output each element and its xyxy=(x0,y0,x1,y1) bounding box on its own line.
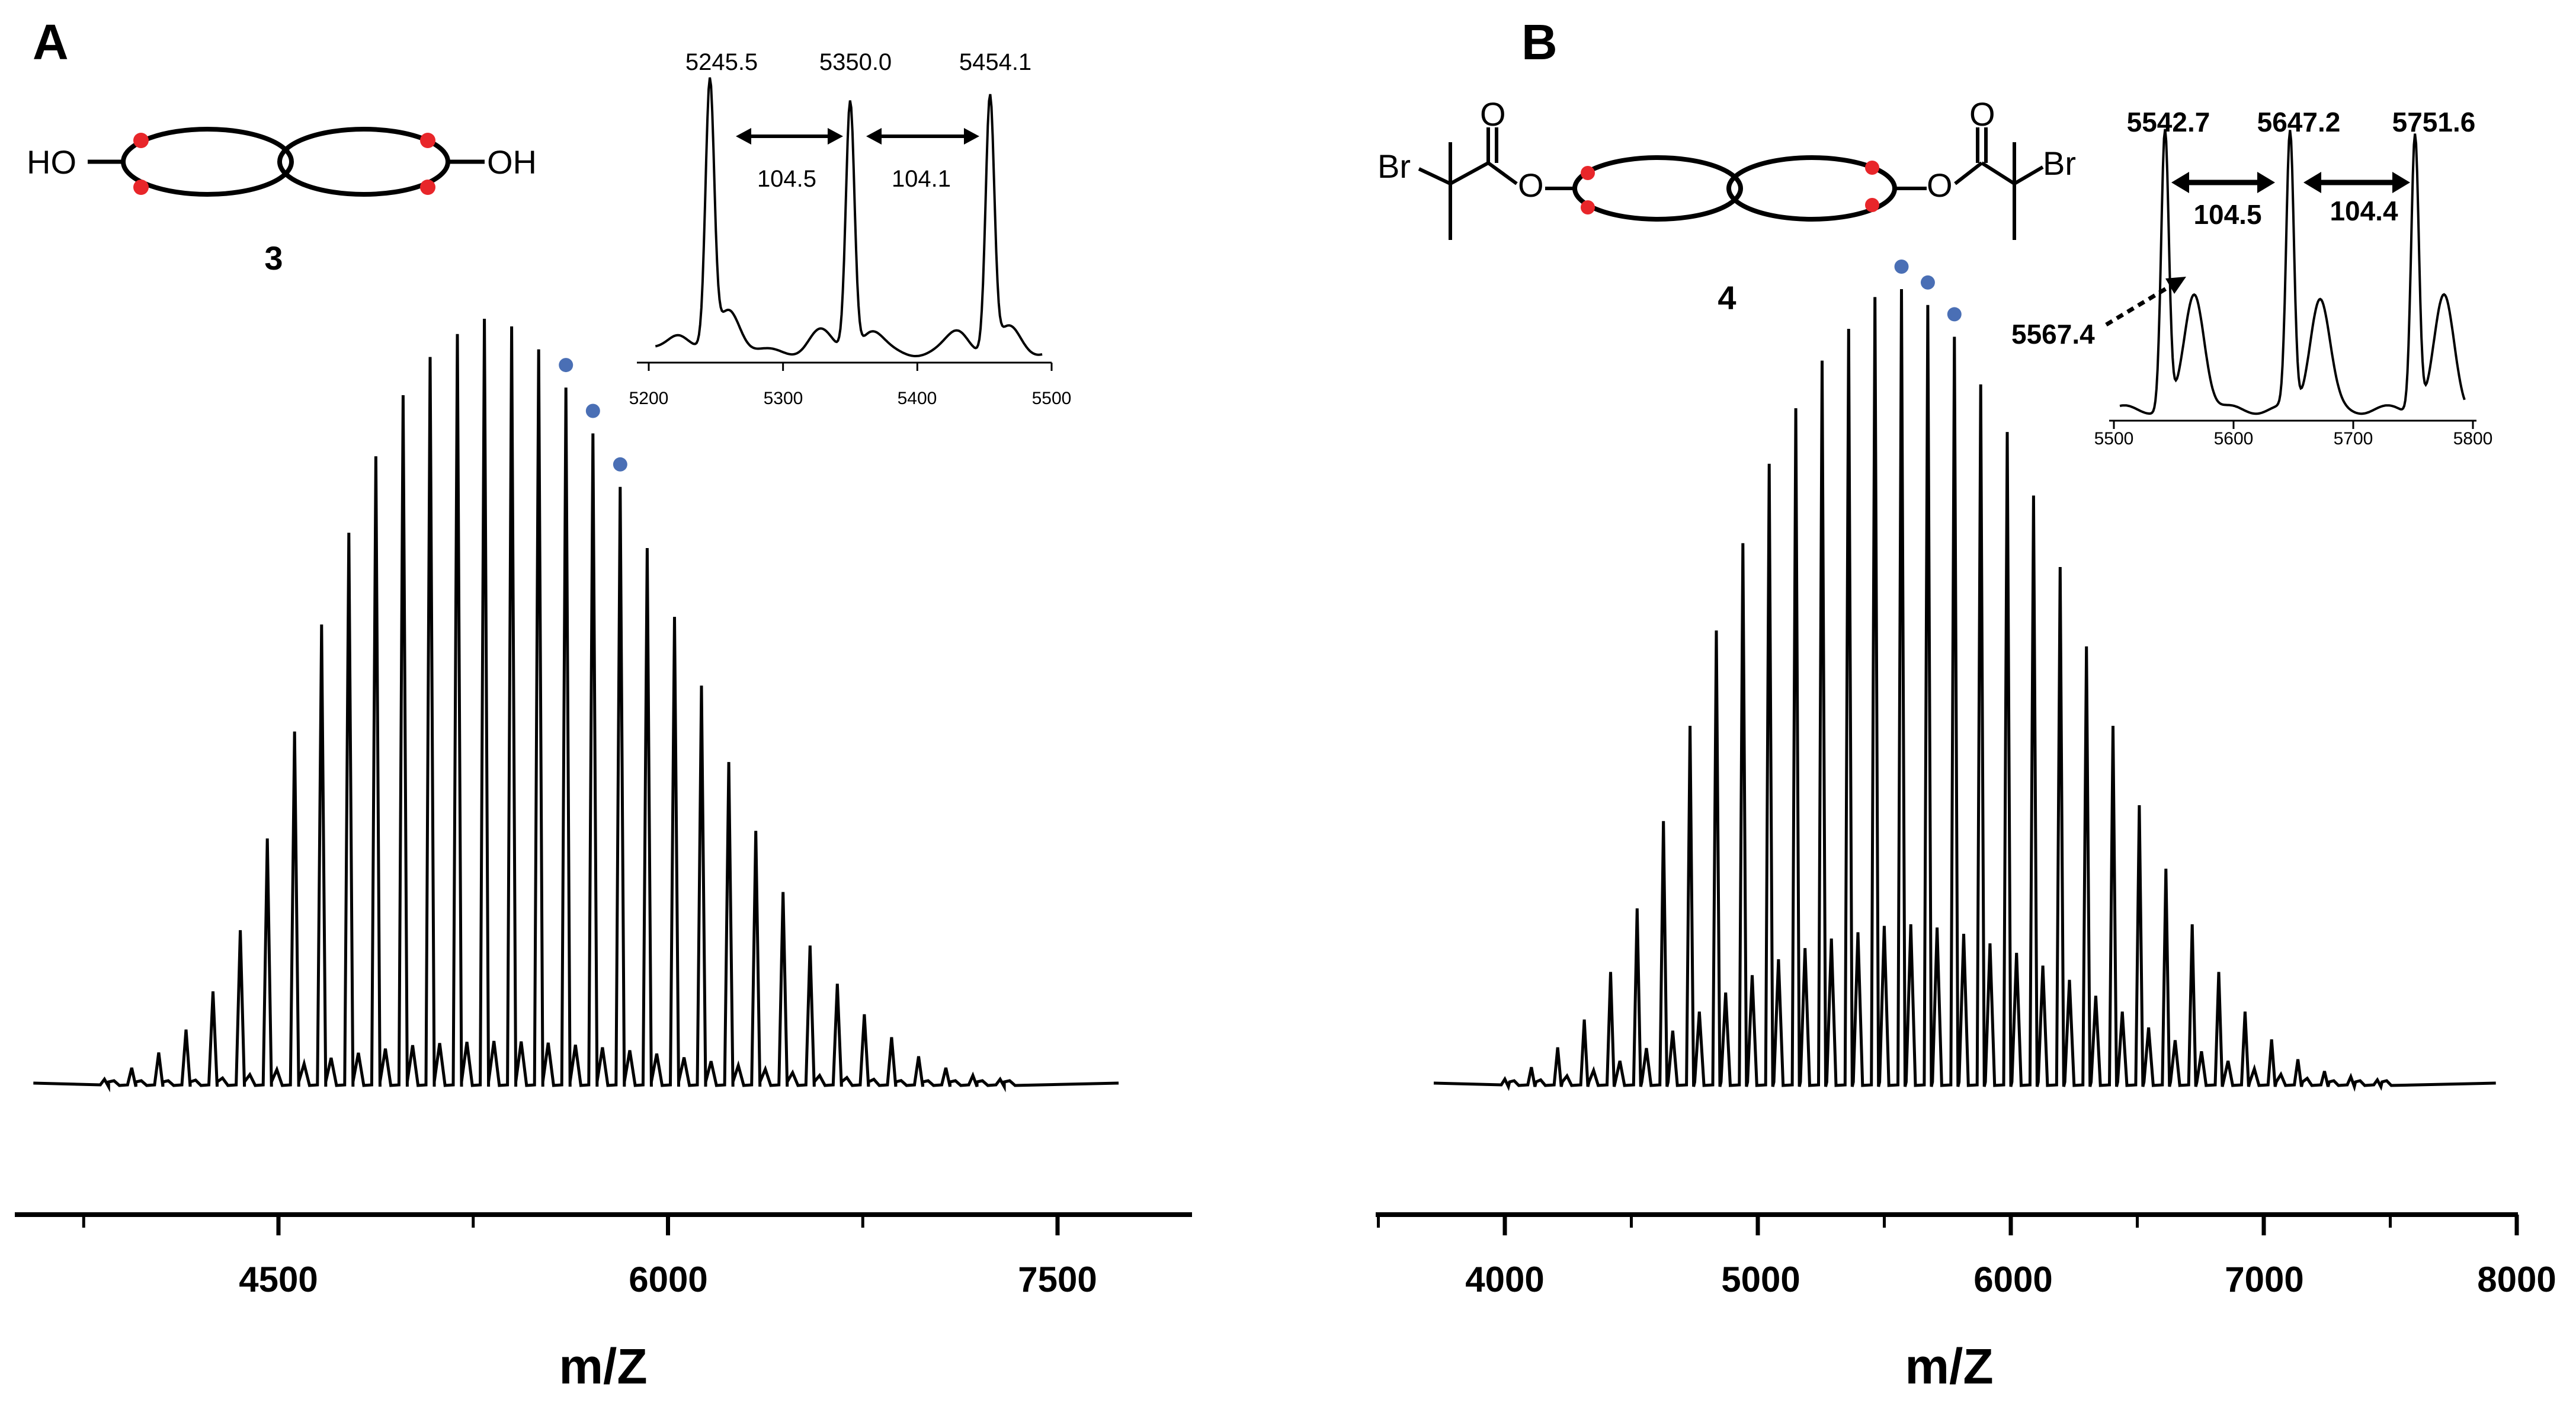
peak-marker-dot xyxy=(559,358,573,373)
inset-tick-label: 5300 xyxy=(764,389,803,408)
peak-marker-dot xyxy=(613,457,627,472)
end-group-dot xyxy=(133,180,149,195)
x-axis-title-b: m/Z xyxy=(1905,1338,1993,1394)
panel-a-letter: A xyxy=(33,14,69,70)
end-group-dot xyxy=(1865,198,1879,212)
spacing-arrow-b1 xyxy=(2171,172,2275,193)
inset-peak-label: 5751.6 xyxy=(2392,107,2476,137)
x-tick-label: 6000 xyxy=(629,1260,707,1299)
x-tick-label: 7000 xyxy=(2225,1260,2303,1299)
inset-peak-label: 5350.0 xyxy=(819,49,892,75)
inset-tick-label: 5600 xyxy=(2214,429,2254,449)
x-axis-ticks-a xyxy=(82,1215,1060,1235)
inset-a: 5200 5300 5400 5500 5245.5 5350.0 5454.1… xyxy=(629,49,1072,408)
x-axis-title-a: m/Z xyxy=(559,1338,647,1394)
x-tick-label: 4000 xyxy=(1465,1260,1544,1299)
inset-peak-label: 5647.2 xyxy=(2257,107,2341,137)
end-group-dot xyxy=(420,133,435,148)
inset-peak-label: 5454.1 xyxy=(959,49,1031,75)
spacing-arrow-b2 xyxy=(2303,172,2410,193)
bromine-left-label: Br xyxy=(1377,148,1411,185)
spacing-arrow-a2 xyxy=(866,128,979,145)
compound-number-3: 3 xyxy=(264,239,283,277)
carbonyl-oxygen-label: O xyxy=(1969,95,1995,133)
panel-a: A HO OH 3 4500 6000 7500 m/Z xyxy=(15,14,1192,1394)
hydroxyl-right-label: OH xyxy=(487,143,537,181)
peak-marker-dot xyxy=(585,403,600,418)
end-group-dot xyxy=(1865,161,1879,175)
spacing-arrow-a1 xyxy=(736,128,843,145)
x-axis-ticks-b xyxy=(1377,1215,2519,1235)
inset-peak-label: 5542.7 xyxy=(2127,107,2210,137)
x-tick-label: 7500 xyxy=(1018,1260,1097,1299)
x-tick-label: 5000 xyxy=(1721,1260,1800,1299)
spacing-label: 104.5 xyxy=(2193,199,2261,230)
peak-marker-dot xyxy=(1894,260,1909,274)
spacing-label: 104.4 xyxy=(2330,196,2398,226)
inset-b: 5500 5600 5700 5800 5542.7 5647.2 5751.6… xyxy=(2011,107,2492,449)
x-tick-label: 6000 xyxy=(1973,1260,2052,1299)
peak-markers-b xyxy=(1894,260,1962,322)
hydroxyl-left-label: HO xyxy=(27,143,76,181)
spectrum-trace-b xyxy=(1433,289,2496,1092)
x-tick-label: 4500 xyxy=(239,1260,318,1299)
ester-oxygen-label: O xyxy=(1518,166,1544,204)
x-tick-label: 8000 xyxy=(2477,1260,2556,1299)
end-group-dot xyxy=(420,180,435,195)
inset-a-trace xyxy=(655,77,1043,358)
x-axis-b: 4000 5000 6000 7000 8000 m/Z xyxy=(1376,1212,2556,1394)
inset-a-ticks xyxy=(648,363,1053,371)
panel-b: B Br O O O O Br xyxy=(1376,14,2556,1394)
inset-tick-label: 5500 xyxy=(2094,429,2134,449)
peak-markers-a xyxy=(559,358,627,472)
dotted-arrow xyxy=(2105,277,2186,326)
compound-3-structure: HO OH 3 xyxy=(27,127,537,277)
inset-tick-label: 5800 xyxy=(2453,429,2493,449)
compound-4-structure: Br O O O O Br xyxy=(1377,95,2076,240)
ring-left xyxy=(121,127,294,197)
spectrum-trace-a xyxy=(33,318,1119,1093)
panel-b-letter: B xyxy=(1521,14,1558,70)
end-group-dot xyxy=(1581,200,1595,214)
spacing-label: 104.5 xyxy=(757,166,816,192)
end-group-dot xyxy=(1581,166,1595,180)
carbonyl-oxygen-label: O xyxy=(1480,95,1506,133)
x-axis-a: 4500 6000 7500 m/Z xyxy=(15,1212,1192,1394)
bromine-right-label: Br xyxy=(2043,145,2076,182)
inset-b-trace xyxy=(2119,129,2466,415)
inset-tick-label: 5200 xyxy=(629,389,669,408)
peak-marker-dot xyxy=(1920,275,1935,290)
arrow-peak-label: 5567.4 xyxy=(2011,319,2095,350)
peak-marker-dot xyxy=(1947,307,1962,322)
inset-b-ticks xyxy=(2113,421,2474,429)
spacing-label: 104.1 xyxy=(892,166,951,192)
compound-number-4: 4 xyxy=(1718,279,1736,316)
ester-oxygen-label: O xyxy=(1927,166,1953,204)
inset-tick-label: 5700 xyxy=(2334,429,2373,449)
inset-tick-label: 5500 xyxy=(1032,389,1072,408)
inset-peak-label: 5245.5 xyxy=(685,49,758,75)
end-group-dot xyxy=(133,133,149,148)
inset-tick-label: 5400 xyxy=(898,389,937,408)
